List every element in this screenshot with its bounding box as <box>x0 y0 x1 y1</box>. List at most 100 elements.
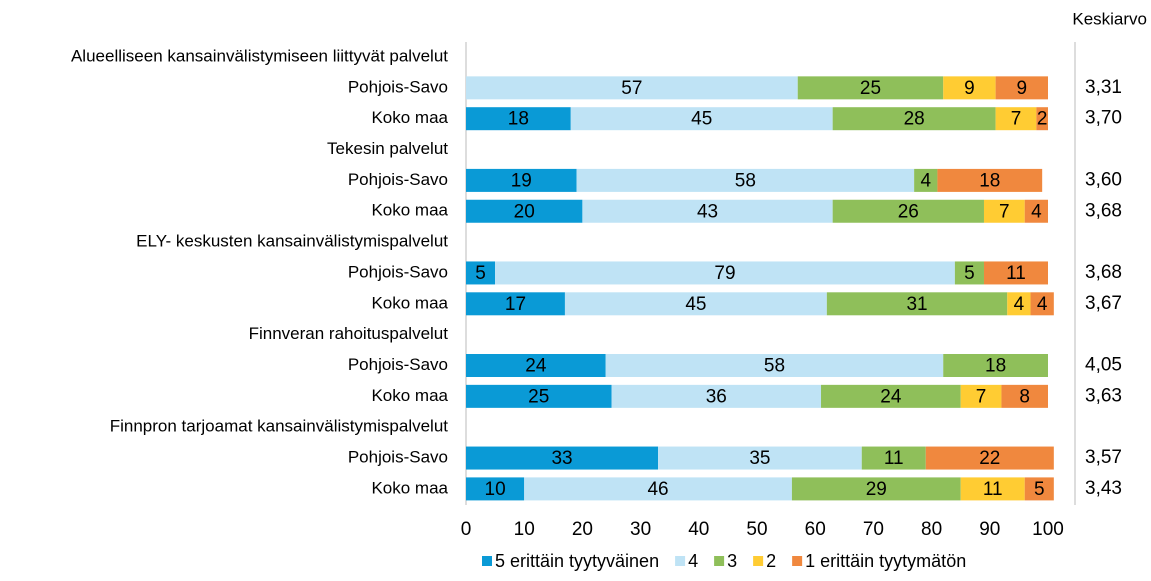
bar-segment <box>466 446 659 470</box>
category-label: Koko maa <box>371 293 448 312</box>
x-tick-label: 50 <box>746 519 767 540</box>
data-label: 4 <box>1031 201 1042 222</box>
data-label: 5 <box>964 263 975 284</box>
data-label: 25 <box>860 78 881 99</box>
data-label: 18 <box>979 170 1000 191</box>
bar-segment <box>582 199 833 223</box>
data-label: 5 <box>1034 479 1045 500</box>
data-label: 8 <box>1019 386 1030 407</box>
data-label: 2 <box>1037 109 1048 130</box>
legend-swatch <box>714 556 725 566</box>
average-label: 3,57 <box>1085 447 1122 468</box>
data-label: 29 <box>866 479 887 500</box>
legend-label: 1 erittäin tyytymätön <box>805 551 966 571</box>
data-label: 58 <box>764 356 785 377</box>
bar-segment <box>832 107 996 131</box>
data-label: 22 <box>979 448 1000 469</box>
data-label: 10 <box>485 479 506 500</box>
legend-label: 4 <box>688 551 698 571</box>
average-label: 3,31 <box>1085 77 1122 98</box>
data-label: 9 <box>1017 78 1028 99</box>
x-tick-label: 60 <box>805 519 826 540</box>
average-label: 3,67 <box>1085 293 1122 314</box>
category-label: Finnveran rahoituspalvelut <box>249 324 449 343</box>
data-label: 26 <box>898 201 919 222</box>
data-label: 18 <box>985 356 1006 377</box>
data-label: 79 <box>714 263 735 284</box>
category-label: Finnpron tarjoamat kansainvälistymispalv… <box>110 417 449 436</box>
average-label: 3,63 <box>1085 385 1122 406</box>
bar-segment <box>466 354 606 377</box>
bar-segment <box>524 477 792 501</box>
bar-segment <box>466 107 571 131</box>
legend-swatch <box>675 556 686 566</box>
data-label: 46 <box>647 479 668 500</box>
category-label: Pohjois-Savo <box>348 77 448 96</box>
bar-segment <box>954 261 984 285</box>
category-label: Pohjois-Savo <box>348 355 448 374</box>
data-label: 24 <box>525 356 547 377</box>
average-title: Keskiarvo <box>1072 9 1147 28</box>
bar-segment <box>1036 107 1048 131</box>
category-label: Koko maa <box>371 201 448 220</box>
legend-swatch <box>482 556 492 566</box>
bar-segment <box>983 261 1048 285</box>
legend-swatch <box>753 556 764 566</box>
x-tick-label: 10 <box>514 519 535 540</box>
x-tick-label: 20 <box>572 519 593 540</box>
average-label: 3,68 <box>1085 200 1122 221</box>
x-tick-label: 40 <box>688 519 709 540</box>
bar-segment <box>995 107 1037 131</box>
legend-label: 5 erittäin tyytyväinen <box>495 551 659 571</box>
bar-segment <box>1024 477 1054 501</box>
data-label: 7 <box>999 201 1010 222</box>
bar-segment <box>826 292 1008 316</box>
data-label: 20 <box>514 201 535 222</box>
bar-segment <box>943 354 1048 377</box>
average-label: 3,68 <box>1085 262 1122 283</box>
data-label: 5 <box>475 263 486 284</box>
legend-swatch <box>792 556 803 566</box>
data-label: 9 <box>964 78 975 99</box>
bar-segment <box>466 76 798 100</box>
data-label: 4 <box>920 170 931 191</box>
bar-segment <box>611 384 822 408</box>
average-label: 3,43 <box>1085 478 1122 499</box>
bar-segment <box>983 199 1025 223</box>
category-label: Tekesin palvelut <box>327 139 448 158</box>
data-label: 31 <box>906 294 927 315</box>
bar-segment <box>797 76 944 100</box>
bar-segment <box>995 76 1048 100</box>
data-label: 11 <box>1006 263 1026 284</box>
data-label: 7 <box>1011 109 1022 130</box>
data-label: 4 <box>1014 294 1025 315</box>
category-label: Pohjois-Savo <box>348 170 448 189</box>
data-label: 11 <box>884 448 904 469</box>
data-label: 28 <box>904 109 925 130</box>
bar-segment <box>576 168 915 192</box>
bar-segment <box>960 384 1002 408</box>
bar-segment <box>658 446 862 470</box>
bar-segment <box>466 261 496 285</box>
legend-label: 2 <box>766 551 776 571</box>
bar-segment <box>960 477 1025 501</box>
data-label: 45 <box>691 109 712 130</box>
bar-segment <box>466 292 565 316</box>
bar-segment <box>605 354 944 377</box>
bar-segment <box>861 446 926 470</box>
x-tick-label: 30 <box>630 519 651 540</box>
bar-segment <box>1030 292 1054 316</box>
average-label: 3,60 <box>1085 169 1122 190</box>
bar-segment <box>564 292 827 316</box>
data-label: 11 <box>983 479 1003 500</box>
x-tick-label: 70 <box>863 519 884 540</box>
bar-segment <box>466 384 612 408</box>
category-label: Koko maa <box>371 478 448 497</box>
legend-label: 3 <box>727 551 737 571</box>
data-label: 7 <box>976 386 987 407</box>
bar-segment <box>791 477 961 501</box>
data-label: 18 <box>508 109 529 130</box>
category-label: Alueelliseen kansainvälistymiseen liitty… <box>71 46 448 65</box>
bar-segment <box>570 107 833 131</box>
